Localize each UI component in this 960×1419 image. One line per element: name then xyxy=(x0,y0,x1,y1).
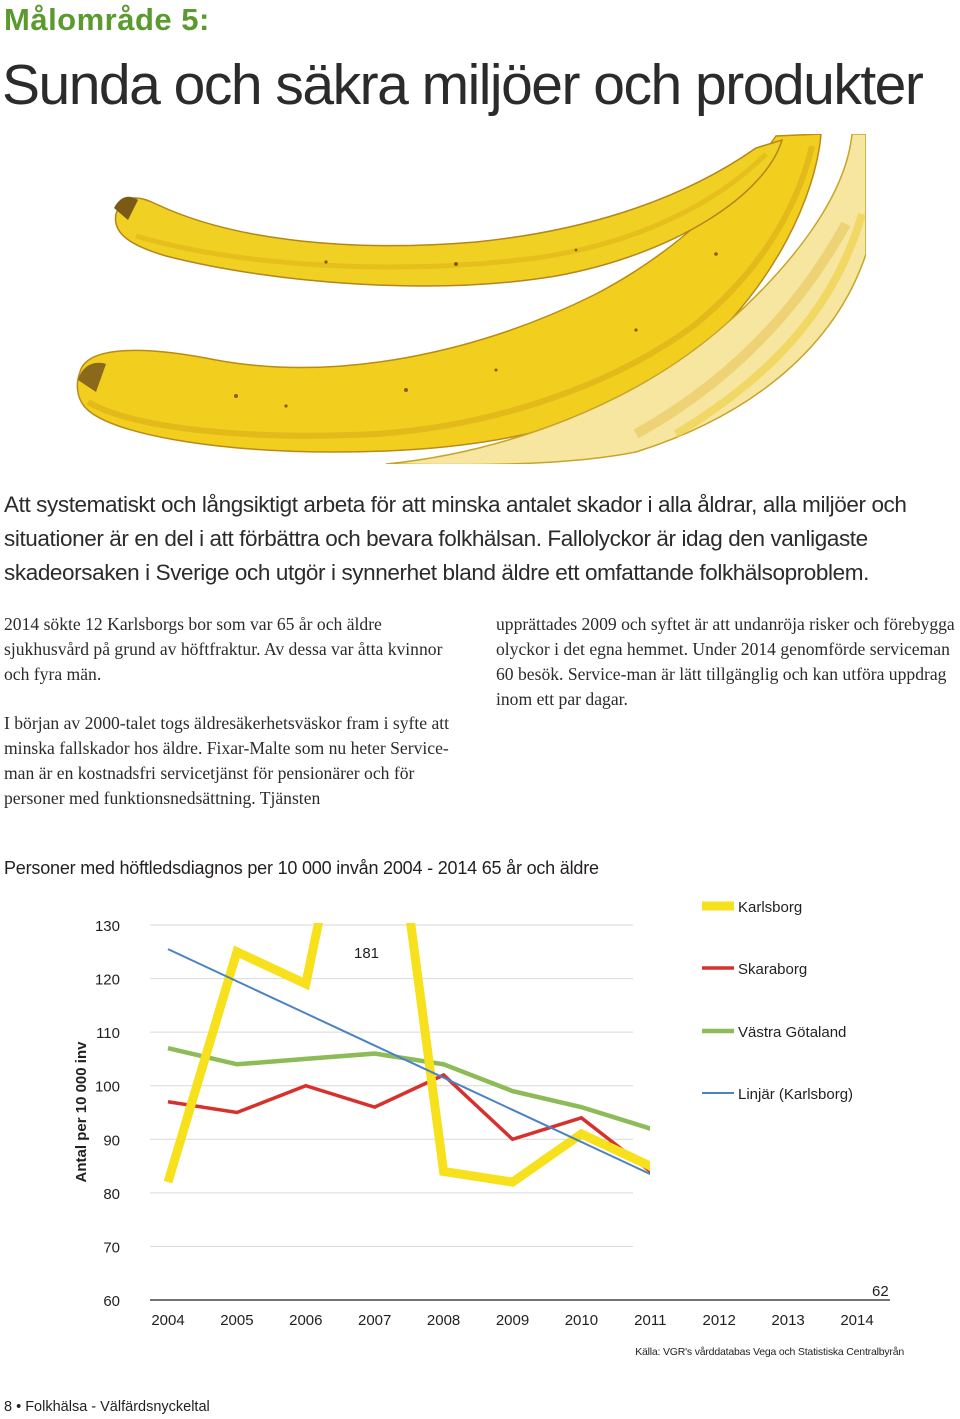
lead-paragraph: Att systematiskt och långsiktigt arbeta … xyxy=(4,492,907,585)
y-tick-label: 60 xyxy=(103,1293,120,1310)
y-tick-label: 110 xyxy=(96,1025,120,1042)
x-tick-label: 2010 xyxy=(565,1312,598,1329)
chart-y-axis-label: Antal per 10 000 inv xyxy=(73,1041,90,1183)
x-tick-label: 2006 xyxy=(289,1312,322,1329)
series-line-skaraborg xyxy=(167,1072,650,1174)
chart-annotations: 181 62 xyxy=(354,945,889,1300)
body-paragraph: upprättades 2009 och syftet är att undan… xyxy=(496,614,955,709)
data-label: 62 xyxy=(872,1283,889,1300)
body-paragraph: I början av 2000-talet togs äldresäkerhe… xyxy=(4,713,450,808)
banana-peel-image xyxy=(76,134,866,464)
legend-label: Linjär (Karlsborg) xyxy=(738,1086,853,1103)
y-tick-label: 90 xyxy=(103,1132,120,1149)
series-line-linjär-karlsborg- xyxy=(167,948,650,1176)
legend-label: Skaraborg xyxy=(738,961,807,978)
chart-x-ticks: 2004 2005 2006 2007 2008 2009 2010 2011 2012 2013… xyxy=(151,1312,873,1329)
x-tick-label: 2005 xyxy=(220,1312,253,1329)
series-line-karlsborg xyxy=(163,923,650,1187)
y-tick-label: 120 xyxy=(95,972,120,989)
x-tick-label: 2007 xyxy=(358,1312,391,1329)
x-tick-label: 2013 xyxy=(771,1312,804,1329)
body-paragraph: 2014 sökte 12 Karlsborgs bor som var 65 … xyxy=(4,614,443,684)
source-note: Källa: VGR's vårddatabas Vega och Statis… xyxy=(635,1346,904,1358)
x-tick-label: 2011 xyxy=(634,1312,666,1329)
x-tick-label: 2012 xyxy=(703,1312,736,1329)
goal-label: Målområde 5: xyxy=(4,2,210,37)
page-footer: 8 • Folkhälsa - Välfärdsnyckeltal xyxy=(4,1399,210,1415)
data-label: 181 xyxy=(354,945,379,962)
page-title: Sunda och säkra miljöer och produkter xyxy=(2,53,924,117)
series-line-västra-götaland xyxy=(167,1046,650,1131)
y-tick-label: 100 xyxy=(95,1079,120,1096)
y-tick-label: 70 xyxy=(103,1239,120,1256)
legend-label: Västra Götaland xyxy=(738,1024,846,1041)
chart-legend: Karlsborg Skaraborg Västra Götaland Linjär … xyxy=(702,899,853,1103)
x-tick-label: 2004 xyxy=(151,1312,184,1329)
chart-y-ticks: 60 70 80 90 100 110 120 130 xyxy=(95,918,120,1310)
x-tick-label: 2009 xyxy=(496,1312,529,1329)
body-column-left: 2014 sökte 12 Karlsborgs bor som var 65 … xyxy=(4,612,470,835)
x-tick-label: 2014 xyxy=(840,1312,873,1329)
y-tick-label: 130 xyxy=(95,918,120,935)
chart-series xyxy=(163,923,650,1187)
x-tick-label: 2008 xyxy=(427,1312,460,1329)
legend-label: Karlsborg xyxy=(738,899,802,916)
chart-title: Personer med höftledsdiagnos per 10 000 … xyxy=(4,858,599,878)
y-tick-label: 80 xyxy=(103,1186,120,1203)
body-column-right: upprättades 2009 och syftet är att undan… xyxy=(496,612,956,736)
